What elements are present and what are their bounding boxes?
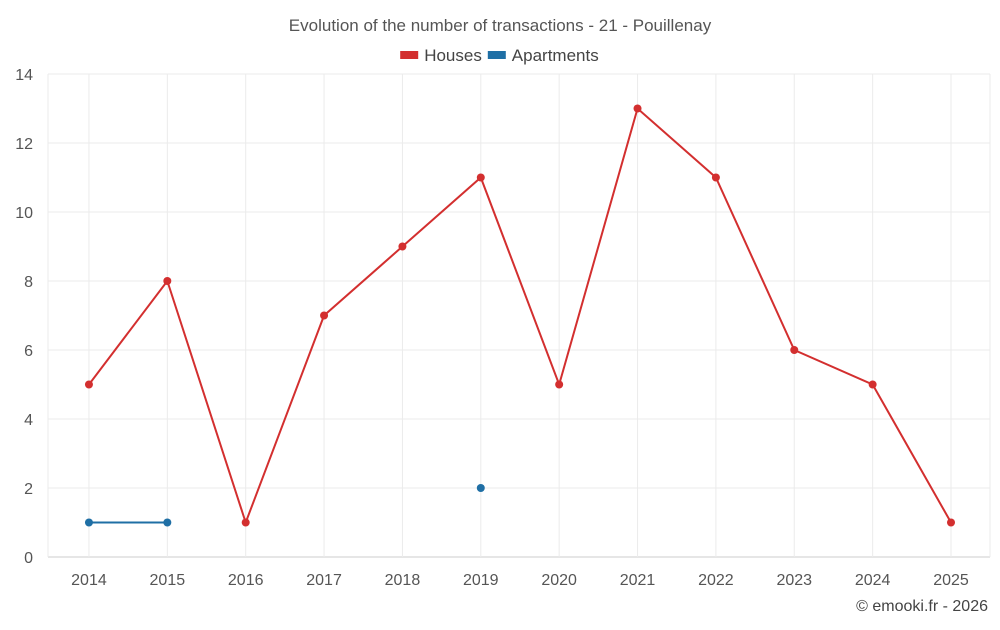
houses-point-2016 [241, 518, 250, 527]
x-tick-label: 2015 [150, 572, 186, 589]
houses-point-2019 [476, 173, 485, 182]
houses-point-2021 [633, 104, 642, 113]
houses-point-2014 [84, 380, 93, 389]
x-tick-label: 2016 [228, 572, 264, 589]
x-tick-label: 2025 [933, 572, 969, 589]
credit-text: © emooki.fr - 2026 [856, 598, 988, 615]
chart-title: Evolution of the number of transactions … [289, 16, 712, 35]
legend-swatch-apartments [487, 51, 506, 59]
x-tick-label: 2022 [698, 572, 734, 589]
houses-point-2025 [947, 518, 955, 527]
houses-series-line [88, 106, 952, 526]
y-tick-label: 4 [24, 412, 33, 429]
houses-point-2020 [555, 380, 564, 389]
houses-point-2017 [320, 311, 329, 320]
x-tick-label: 2019 [463, 572, 499, 589]
x-tick-label: 2014 [71, 572, 107, 589]
houses-point-2015 [163, 277, 172, 285]
grid [47, 73, 991, 558]
x-tick-label: 2024 [855, 572, 891, 589]
houses-point-2023 [790, 346, 799, 354]
legend: Houses Apartments [400, 46, 599, 65]
y-tick-label: 12 [15, 136, 33, 153]
legend-swatch-houses [400, 51, 419, 59]
x-tick-label: 2020 [541, 572, 577, 589]
y-tick-label: 14 [15, 67, 33, 84]
y-axis: 0 2 4 6 8 10 12 14 [15, 67, 33, 567]
x-tick-label: 2023 [776, 572, 812, 589]
apartments-point-2015 [163, 518, 172, 527]
apartments-point-2014 [84, 518, 93, 527]
legend-label-apartments: Apartments [512, 46, 599, 65]
y-tick-label: 2 [24, 481, 33, 498]
y-tick-label: 8 [24, 274, 33, 291]
legend-label-houses: Houses [424, 46, 482, 65]
x-tick-label: 2021 [620, 572, 656, 589]
houses-point-2018 [398, 242, 407, 251]
houses-point-2022 [711, 173, 720, 182]
series-layer [84, 104, 955, 527]
apartments-point-2019 [476, 484, 485, 492]
y-tick-label: 6 [24, 343, 33, 360]
y-tick-label: 0 [24, 550, 33, 567]
x-tick-label: 2017 [306, 572, 342, 589]
houses-point-2024 [868, 380, 877, 389]
x-tick-label: 2018 [385, 572, 421, 589]
x-axis: 2014 2015 2016 2017 2018 2019 2020 2021 2022 2023… [71, 572, 969, 589]
y-tick-label: 10 [15, 205, 33, 222]
